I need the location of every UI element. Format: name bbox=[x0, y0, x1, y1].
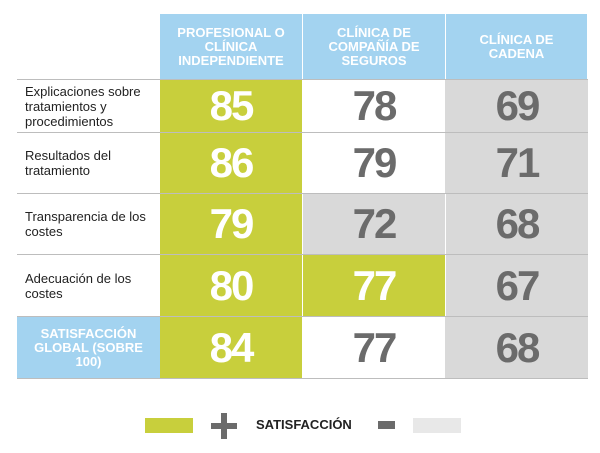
value-cell: 71 bbox=[446, 133, 589, 193]
table-row: SATISFACCIÓN GLOBAL (SOBRE 100) 84 77 68 bbox=[17, 316, 589, 378]
legend-label: SATISFACCIÓN bbox=[256, 417, 352, 432]
plus-icon bbox=[211, 413, 237, 439]
table-row: Adecuación de los costes 80 77 67 bbox=[17, 254, 589, 316]
value-cell: 79 bbox=[303, 133, 446, 193]
row-label: Adecuación de los costes bbox=[25, 270, 132, 301]
column-header: PROFESIONAL O CLÍNICA INDEPENDIENTE bbox=[160, 14, 303, 79]
value-cell: 85 bbox=[160, 80, 303, 132]
value-cell: 72 bbox=[303, 194, 446, 254]
value-cell: 68 bbox=[446, 194, 589, 254]
row-label: Resultados del tratamiento bbox=[25, 148, 111, 178]
row-label: Transparencia de los costes bbox=[25, 209, 146, 239]
table-bottom-border bbox=[17, 378, 588, 379]
column-header: CLÍNICA DE CADENA bbox=[446, 14, 588, 79]
value-cell: 67 bbox=[446, 255, 589, 316]
legend-low-swatch bbox=[413, 418, 461, 433]
value-cell: 69 bbox=[446, 80, 589, 132]
table-row: Resultados del tratamiento 86 79 71 bbox=[17, 132, 589, 193]
value-cell: 78 bbox=[303, 80, 446, 132]
row-label: SATISFACCIÓN GLOBAL (SOBRE 100) bbox=[17, 317, 160, 378]
value-cell: 77 bbox=[303, 317, 446, 378]
row-label: Explicaciones sobre tratamientos y proce… bbox=[25, 83, 141, 129]
value-cell: 77 bbox=[303, 255, 446, 316]
column-header: CLÍNICA DE COMPAÑÍA DE SEGUROS bbox=[303, 14, 446, 79]
table-row: Explicaciones sobre tratamientos y proce… bbox=[17, 79, 589, 132]
value-cell: 68 bbox=[446, 317, 589, 378]
value-cell: 86 bbox=[160, 133, 303, 193]
table-row: Transparencia de los costes 79 72 68 bbox=[17, 193, 589, 254]
value-cell: 79 bbox=[160, 194, 303, 254]
value-cell: 80 bbox=[160, 255, 303, 316]
value-cell: 84 bbox=[160, 317, 303, 378]
minus-icon bbox=[378, 421, 395, 429]
legend-high-swatch bbox=[145, 418, 193, 433]
